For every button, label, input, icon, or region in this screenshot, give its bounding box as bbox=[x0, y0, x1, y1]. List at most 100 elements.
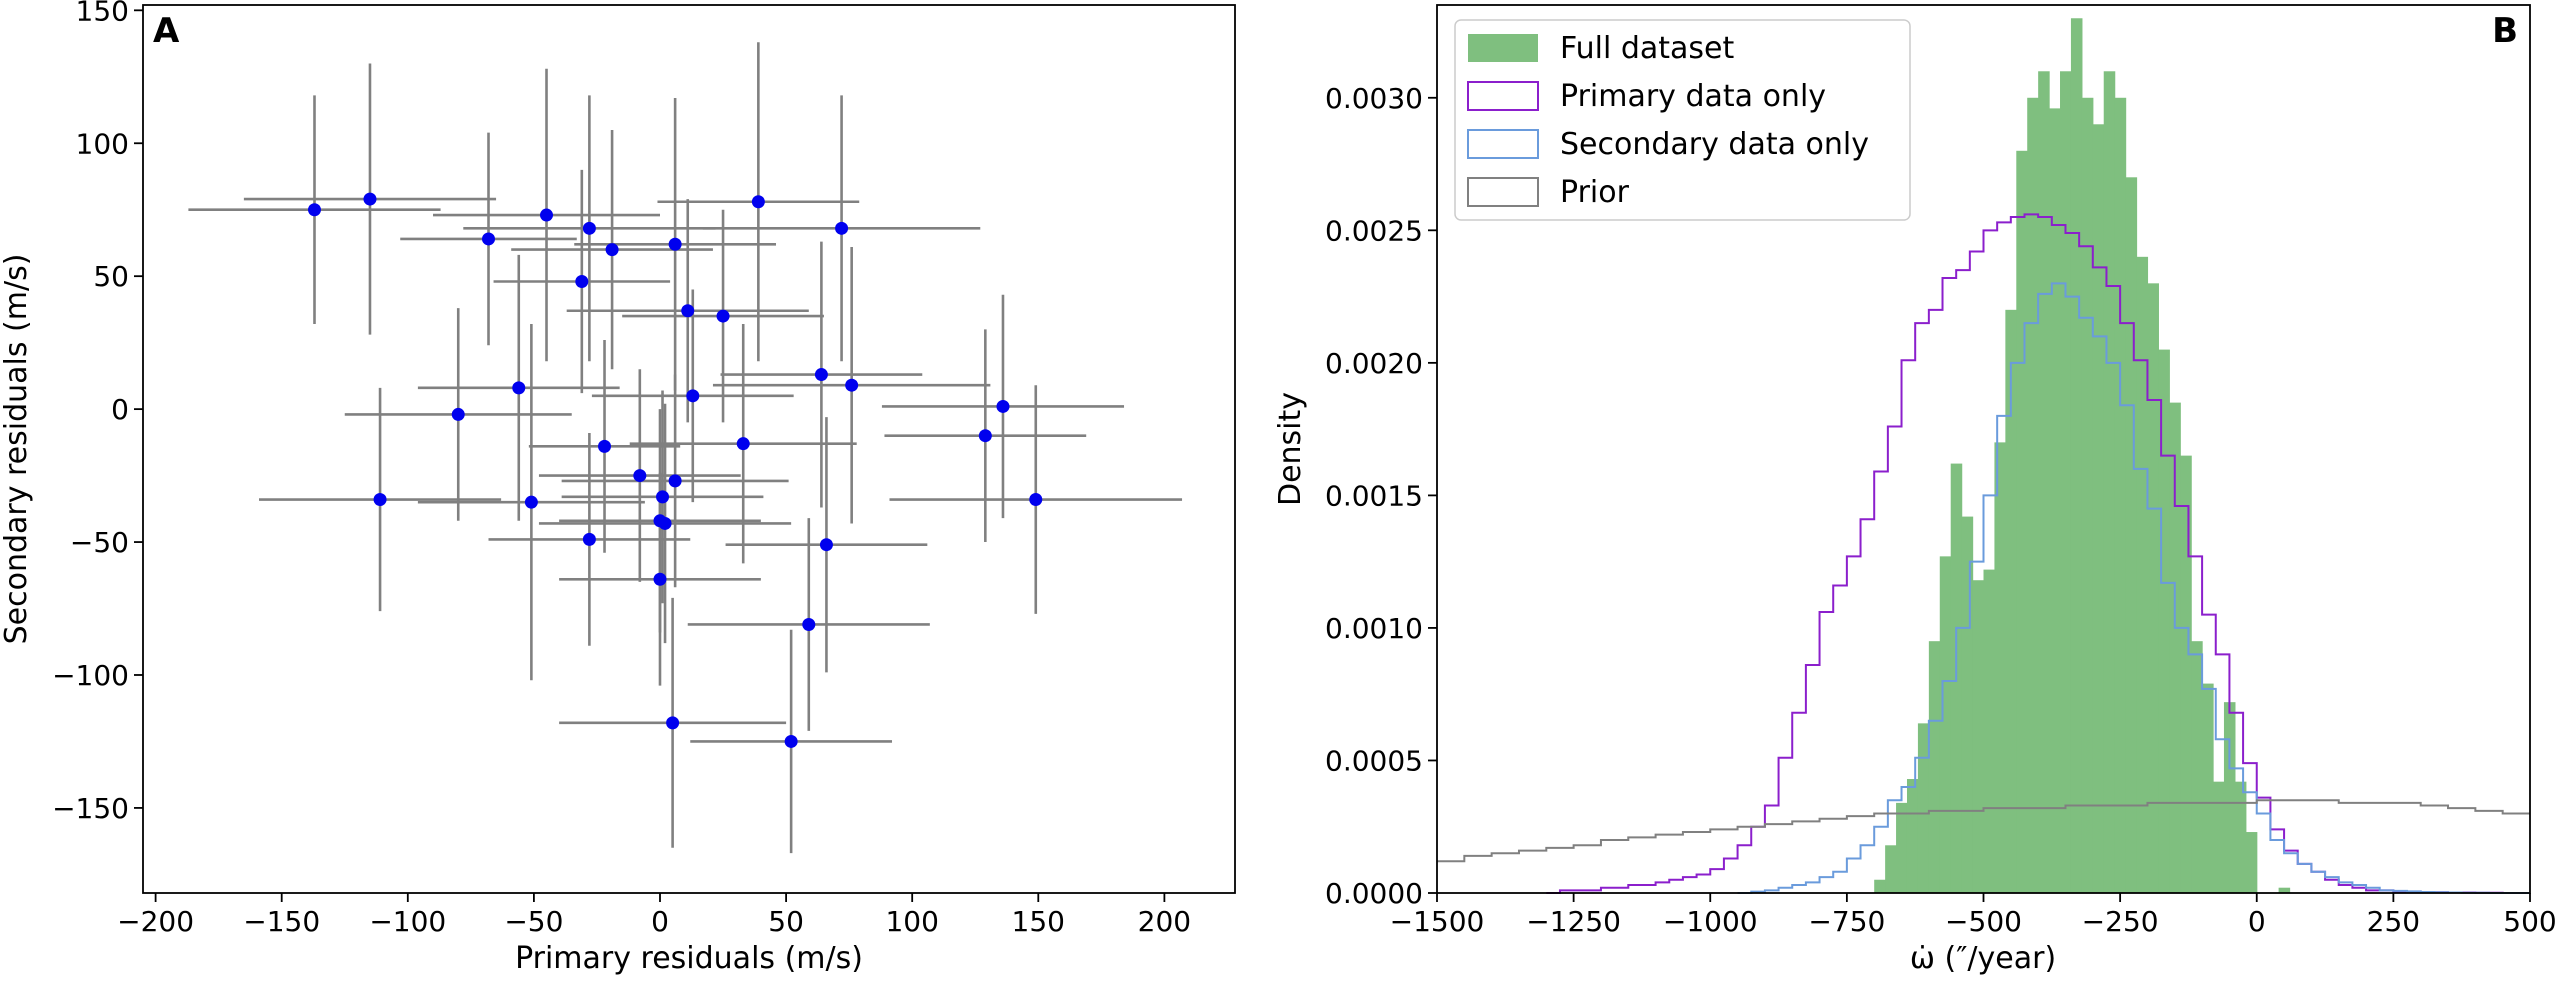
histogram-bar bbox=[2234, 781, 2247, 893]
scatter-point bbox=[978, 429, 992, 443]
y-tick-label: 0.0010 bbox=[1325, 612, 1423, 645]
x-tick-label: 0 bbox=[651, 905, 669, 938]
scatter-point bbox=[373, 493, 387, 507]
histogram-bar bbox=[1906, 779, 1919, 893]
legend-swatch bbox=[1467, 129, 1539, 159]
scatter-point bbox=[512, 381, 526, 395]
scatter-point bbox=[575, 275, 589, 289]
y-tick-label: −50 bbox=[70, 526, 129, 559]
y-tick-label: 0.0005 bbox=[1325, 744, 1423, 777]
x-tick-label: −150 bbox=[243, 905, 320, 938]
y-axis-label: Secondary residuals (m/s) bbox=[0, 254, 34, 645]
y-tick-label: 0.0000 bbox=[1325, 877, 1423, 910]
scatter-point bbox=[540, 208, 554, 222]
legend-label: Primary data only bbox=[1560, 79, 1826, 114]
scatter-point bbox=[363, 192, 377, 206]
scatter-point bbox=[598, 439, 612, 453]
x-tick-label: −100 bbox=[369, 905, 446, 938]
scatter-point bbox=[482, 232, 496, 246]
histogram-bar bbox=[2147, 283, 2159, 893]
scatter-point bbox=[582, 221, 596, 235]
legend-label: Full dataset bbox=[1560, 31, 1734, 66]
y-axis-ticks: −150 −100 −50 0 50 100 150 bbox=[52, 0, 143, 825]
errorbar-group bbox=[188, 42, 1183, 854]
x-tick-label: 250 bbox=[2367, 905, 2420, 938]
x-tick-label: 100 bbox=[885, 905, 938, 938]
x-tick-label: −500 bbox=[1945, 905, 2022, 938]
histogram-bar bbox=[2202, 683, 2214, 893]
panel-a-scatter: −200 −150 −100 −50 0 50 100 150 200 −150 −100 −50 0… bbox=[0, 0, 1236, 976]
histogram-bar bbox=[2092, 124, 2105, 894]
histogram-bars bbox=[1874, 18, 2291, 894]
x-tick-label: −250 bbox=[2082, 905, 2159, 938]
histogram-bar bbox=[1917, 723, 1930, 893]
scatter-point bbox=[736, 437, 750, 451]
x-tick-label: −200 bbox=[117, 905, 194, 938]
panel-label: B bbox=[2492, 11, 2518, 51]
scatter-point bbox=[716, 309, 730, 323]
histogram-bar bbox=[2038, 71, 2050, 893]
legend-swatch bbox=[1468, 34, 1538, 62]
x-axis-ticks: −1500 −1250 −1000 −750 −500 −250 0 250 500 bbox=[1390, 893, 2557, 938]
axes-frame bbox=[1436, 4, 2531, 894]
histogram-bar bbox=[1994, 442, 2006, 893]
histogram-bar bbox=[1896, 802, 1908, 893]
axes-frame bbox=[142, 4, 1236, 894]
x-tick-label: 200 bbox=[1138, 905, 1191, 938]
x-tick-label: −1500 bbox=[1390, 905, 1485, 938]
legend-swatch bbox=[1467, 177, 1539, 207]
scatter-point bbox=[686, 389, 700, 403]
histogram-bar bbox=[2016, 150, 2028, 894]
legend-label: Secondary data only bbox=[1560, 127, 1869, 162]
x-tick-label: −1250 bbox=[1526, 905, 1621, 938]
panel-b-histogram: −1500 −1250 −1000 −750 −500 −250 0 250 500 0.000… bbox=[1273, 4, 2557, 976]
histogram-bar bbox=[1961, 516, 1974, 893]
y-tick-label: 0 bbox=[111, 393, 129, 426]
y-tick-label: −150 bbox=[52, 792, 129, 825]
x-axis-label: Primary residuals (m/s) bbox=[515, 941, 863, 976]
histogram-bar bbox=[2005, 309, 2017, 893]
panel-label: A bbox=[153, 11, 180, 51]
scatter-point bbox=[802, 617, 816, 631]
y-tick-label: 0.0025 bbox=[1325, 214, 1423, 247]
scatter-point bbox=[668, 474, 682, 488]
histogram-bar bbox=[2136, 256, 2149, 893]
scatter-point bbox=[582, 532, 596, 546]
histogram-bar bbox=[2158, 349, 2170, 893]
histogram-bar bbox=[2278, 887, 2291, 893]
step-series-prior bbox=[1437, 799, 2530, 863]
step-series-secondary-data-only bbox=[1737, 282, 2530, 894]
legend-label: Prior bbox=[1560, 175, 1630, 210]
scatter-point bbox=[751, 195, 765, 209]
histogram-bar bbox=[2125, 177, 2138, 893]
histogram-bar bbox=[2114, 97, 2127, 893]
point-group bbox=[307, 192, 1043, 748]
histogram-bar bbox=[2060, 71, 2072, 893]
x-tick-label: 150 bbox=[1012, 905, 1065, 938]
histogram-bar bbox=[2103, 71, 2116, 893]
x-tick-label: 0 bbox=[2248, 905, 2266, 938]
scatter-point bbox=[656, 490, 670, 504]
histogram-bar bbox=[2169, 402, 2181, 893]
legend-swatch bbox=[1467, 81, 1539, 111]
scatter-point bbox=[814, 368, 828, 382]
scatter-point bbox=[658, 516, 672, 530]
y-tick-label: 150 bbox=[76, 0, 129, 27]
scatter-point bbox=[633, 469, 647, 483]
y-tick-label: 0.0020 bbox=[1325, 347, 1423, 380]
x-axis-ticks: −200 −150 −100 −50 0 50 100 150 200 bbox=[117, 893, 1191, 938]
x-tick-label: −1000 bbox=[1663, 905, 1758, 938]
histogram-bar bbox=[2213, 781, 2225, 893]
x-axis-label: ω̇ (″/year) bbox=[1910, 941, 2056, 976]
scatter-point bbox=[845, 378, 859, 392]
histogram-bar bbox=[2223, 702, 2236, 893]
scatter-point bbox=[307, 203, 321, 217]
x-tick-label: 500 bbox=[2503, 905, 2556, 938]
y-axis-label: Density bbox=[1273, 392, 1308, 506]
scatter-point bbox=[668, 237, 682, 251]
histogram-bar bbox=[1885, 845, 1897, 893]
scatter-point bbox=[653, 572, 667, 586]
y-tick-label: 0.0030 bbox=[1325, 82, 1423, 115]
scatter-point bbox=[681, 304, 695, 318]
